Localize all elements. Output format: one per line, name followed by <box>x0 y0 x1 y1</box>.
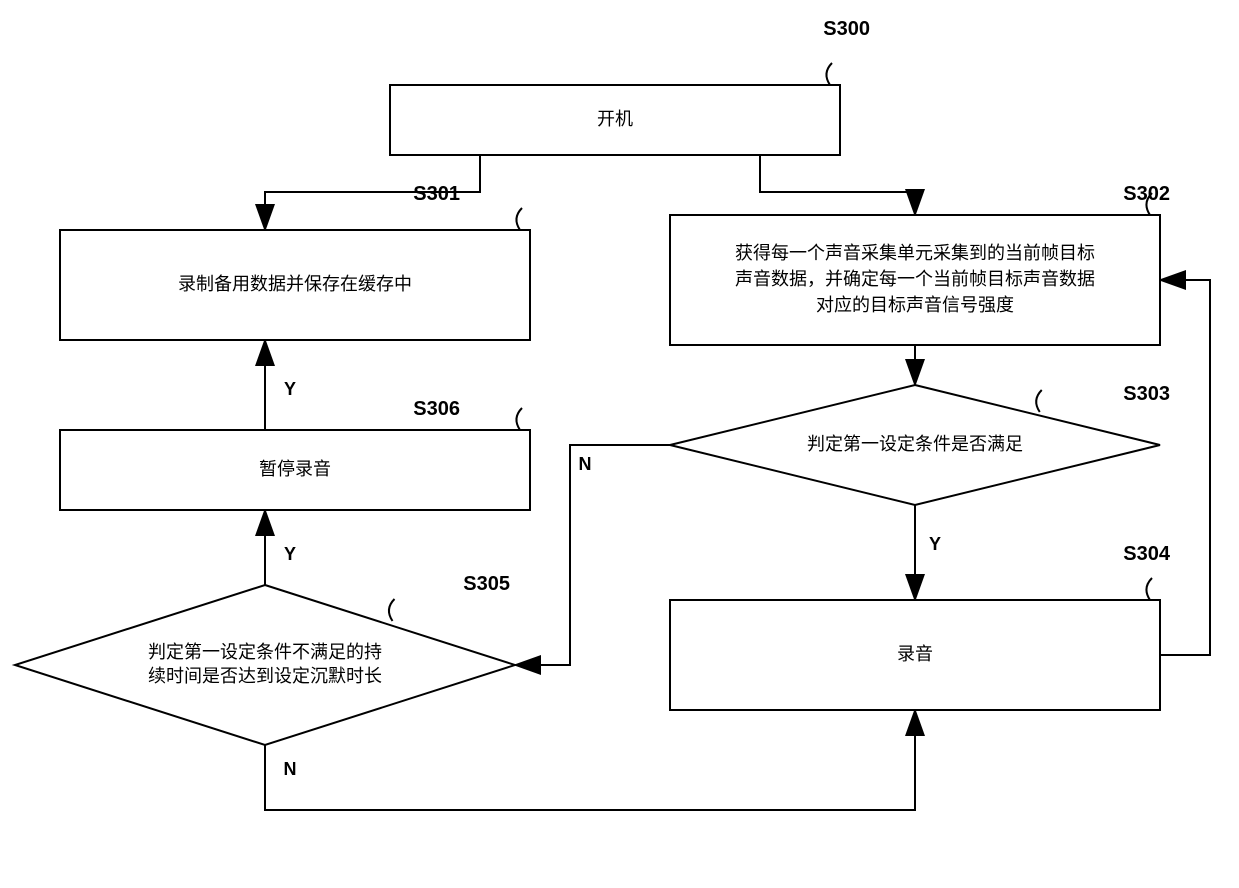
label-s302: S302 <box>1123 183 1170 215</box>
svg-text:S306: S306 <box>413 398 460 420</box>
svg-text:S301: S301 <box>413 183 460 205</box>
node-s300-text: 开机 <box>597 109 633 129</box>
edge-s305-s304 <box>265 710 915 810</box>
label-s301: S301 <box>413 183 522 230</box>
node-s302-text-1: 声音数据，并确定每一个当前帧目标声音数据 <box>735 269 1095 289</box>
edge-label-s303-s304: Y <box>929 534 941 554</box>
svg-text:S304: S304 <box>1123 543 1171 565</box>
node-s305-text-0: 判定第一设定条件不满足的持 <box>148 642 382 662</box>
label-s306: S306 <box>413 398 522 430</box>
edge-label-s305-s304: N <box>284 759 297 779</box>
nodes-group: 开机录制备用数据并保存在缓存中 获得每一个声音采集单元采集到的当前帧目标声音数据，… <box>15 85 1160 745</box>
svg-text:S305: S305 <box>463 573 510 595</box>
label-s300: S300 <box>823 18 870 85</box>
node-s303-text: 判定第一设定条件是否满足 <box>807 434 1023 454</box>
svg-text:S302: S302 <box>1123 183 1170 205</box>
node-s302-text-2: 对应的目标声音信号强度 <box>816 295 1014 315</box>
node-s304-text: 录音 <box>897 644 933 664</box>
edge-label-s306-s301: Y <box>284 379 296 399</box>
edge-s303-s305 <box>515 445 670 665</box>
edge-label-s303-s305: N <box>579 454 592 474</box>
label-s303: S303 <box>1036 383 1170 412</box>
edge-s304-s302 <box>1160 280 1210 655</box>
node-s302-text-0: 获得每一个声音采集单元采集到的当前帧目标 <box>735 243 1095 263</box>
node-s306-text: 暂停录音 <box>259 459 331 479</box>
svg-text:S300: S300 <box>823 18 870 40</box>
node-s305-text-1: 续时间是否达到设定沉默时长 <box>148 666 382 686</box>
edge-s300-s302 <box>760 155 915 215</box>
label-s304: S304 <box>1123 543 1171 600</box>
node-s301-text: 录制备用数据并保存在缓存中 <box>178 274 412 294</box>
flowchart-diagram: 开机录制备用数据并保存在缓存中 获得每一个声音采集单元采集到的当前帧目标声音数据，… <box>0 0 1239 888</box>
label-s305: S305 <box>389 573 510 621</box>
svg-text:S303: S303 <box>1123 383 1170 405</box>
edge-label-s305-s306: Y <box>284 544 296 564</box>
